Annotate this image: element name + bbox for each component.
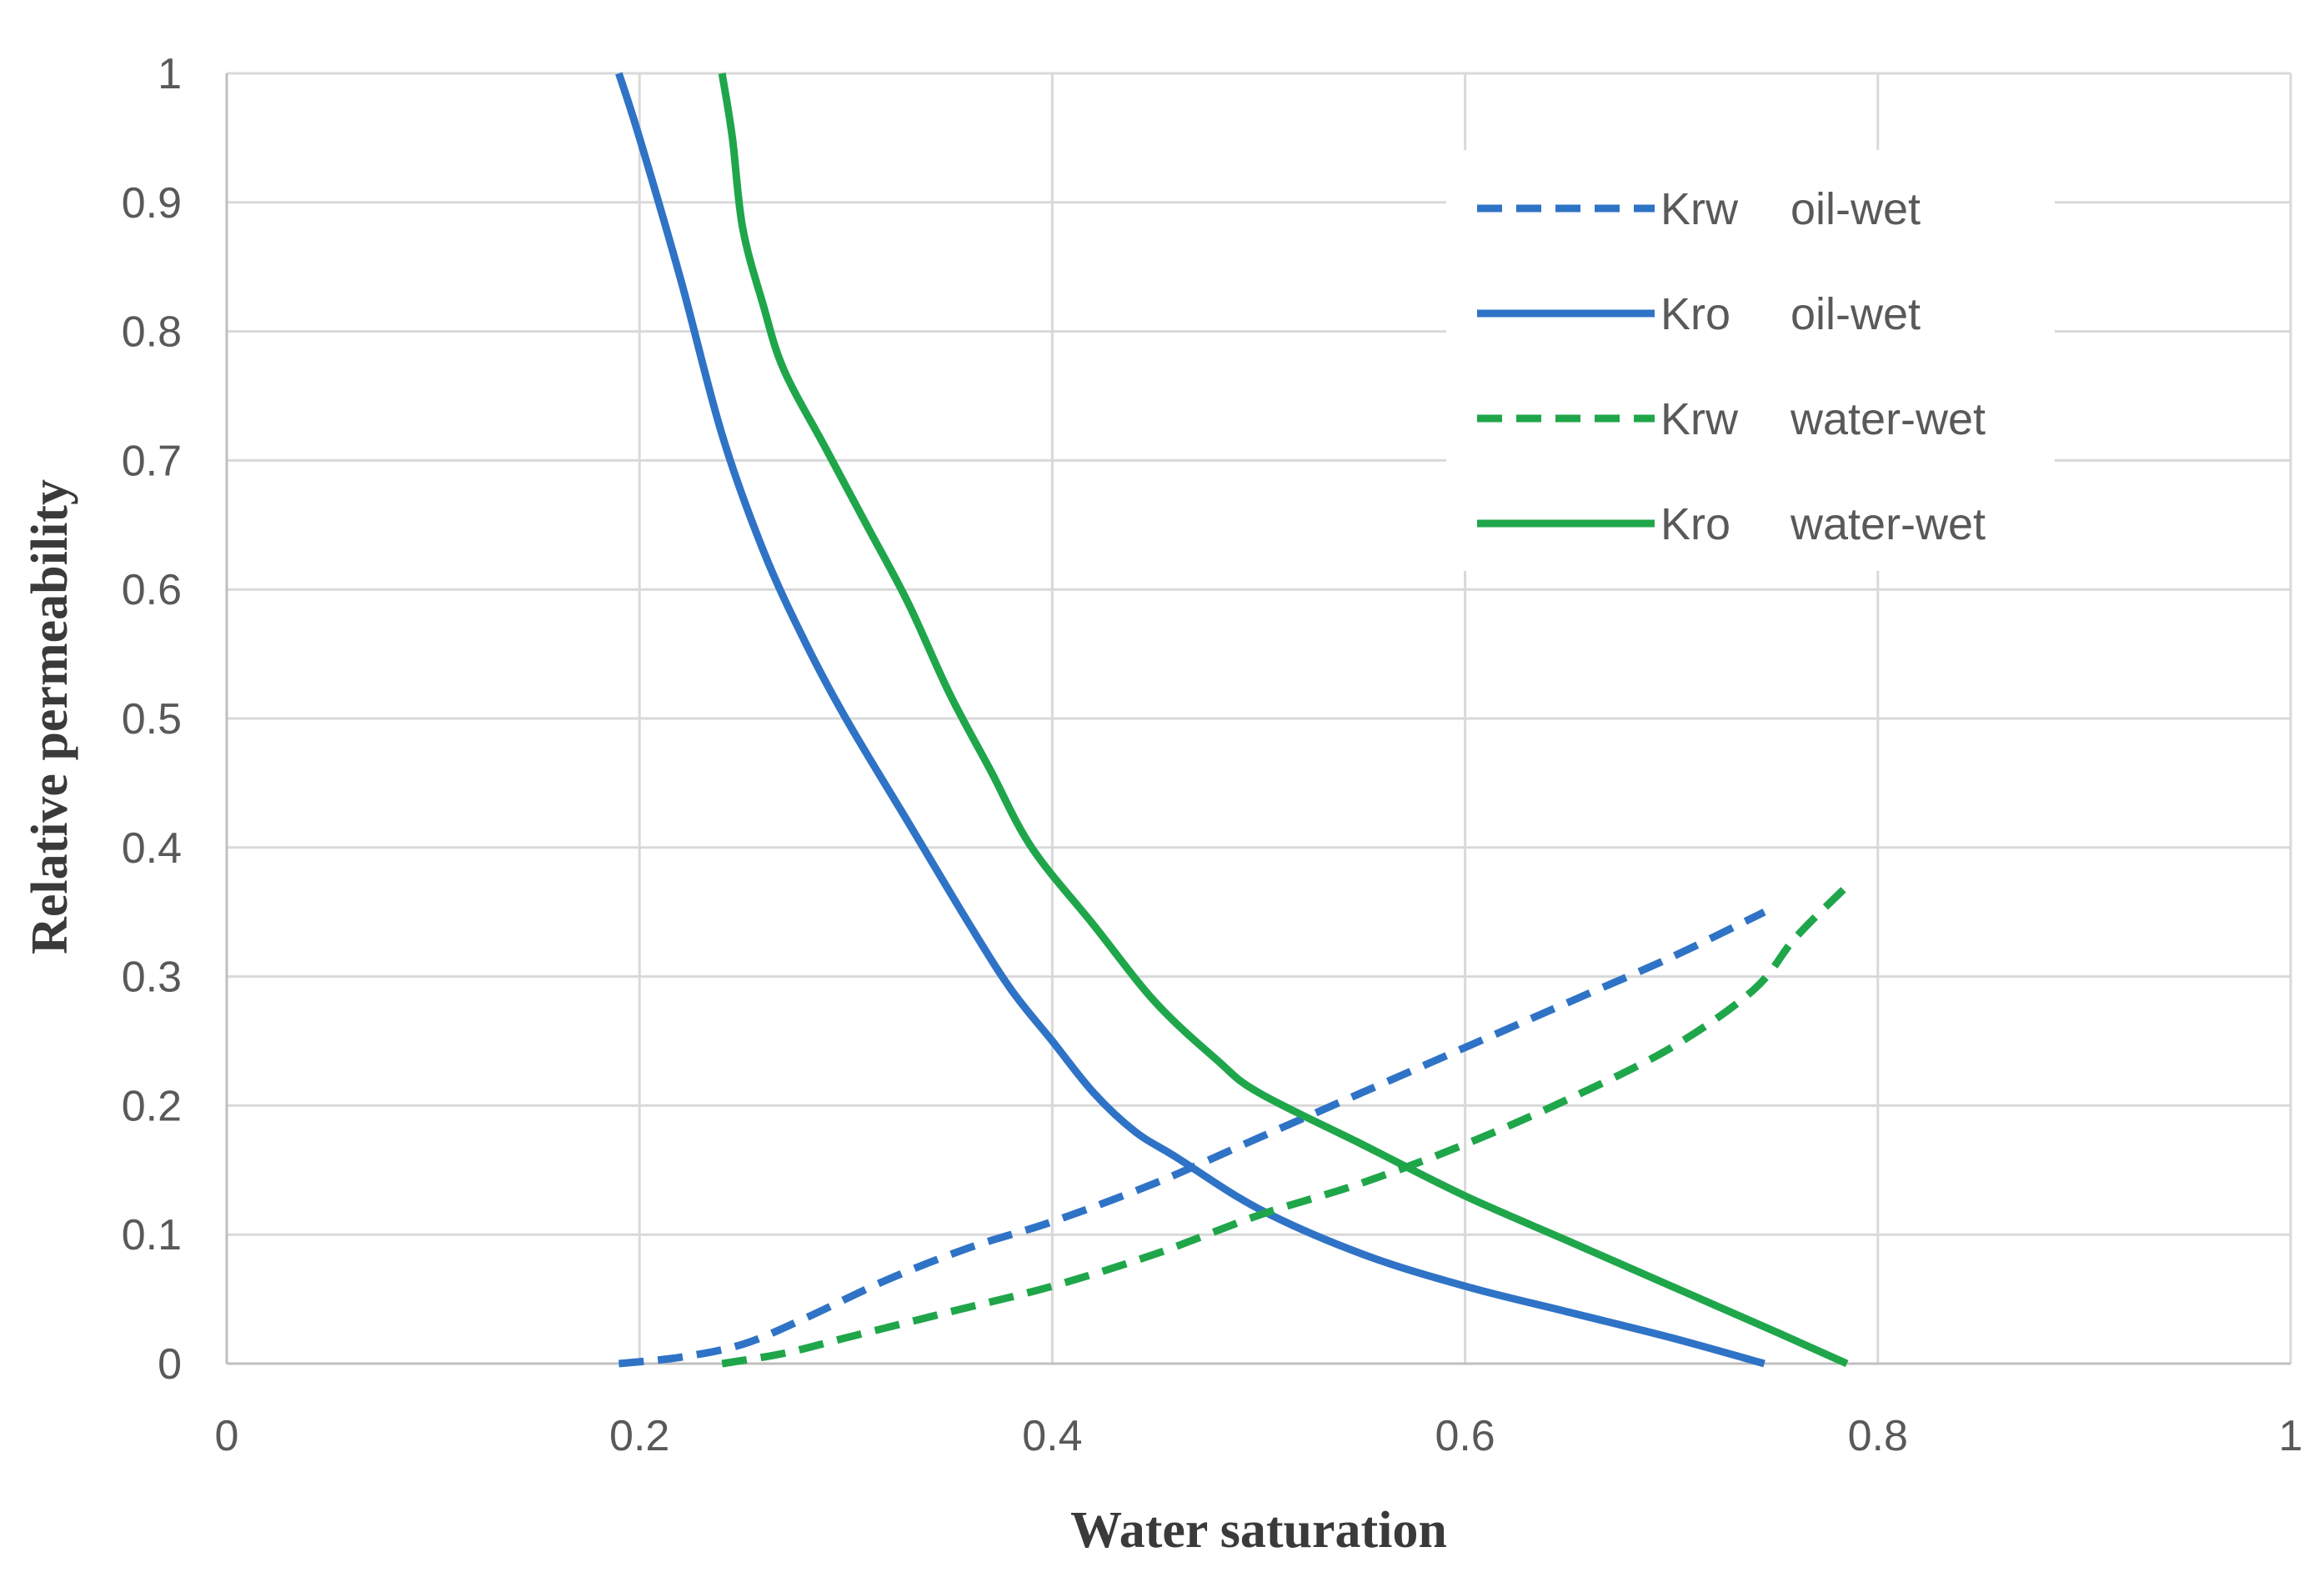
x-tick-label: 0 — [215, 1412, 239, 1460]
legend-wettability: water-wet — [1790, 499, 1986, 549]
legend-series-name: Kro — [1660, 289, 1730, 339]
y-tick-label: 0.4 — [122, 824, 182, 873]
series-kro-water-wet-line — [718, 73, 1849, 1368]
legend-series-name: Krw — [1660, 394, 1739, 444]
legend-wettability: water-wet — [1790, 394, 1986, 444]
legend-item-krw-oil-wet: Krw oil-wet — [1477, 184, 1921, 234]
legend: Krw oil-wet Kro oil-wet Krw water-wet Kro water… — [1446, 150, 2055, 571]
tick-labels: 0 0.1 0.2 0.3 0.4 0.5 0.6 0.7 0.8 0.9 1 0 0.2 0.4 0.6 0… — [122, 50, 2303, 1460]
y-tick-label: 0.2 — [122, 1082, 182, 1130]
y-tick-label: 0.3 — [122, 954, 182, 1002]
x-tick-label: 1 — [2279, 1412, 2303, 1460]
series — [615, 72, 1850, 1368]
legend-item-kro-water-wet: Kro water-wet — [1477, 499, 1986, 549]
x-tick-label: 0.4 — [1022, 1412, 1082, 1460]
y-tick-label: 0.7 — [122, 437, 182, 485]
y-tick-label: 0.8 — [122, 308, 182, 357]
y-tick-label: 0 — [158, 1340, 182, 1389]
y-tick-label: 0.5 — [122, 695, 182, 743]
y-tick-label: 1 — [158, 50, 182, 98]
legend-item-krw-water-wet: Krw water-wet — [1477, 394, 1986, 444]
legend-wettability: oil-wet — [1791, 184, 1921, 234]
x-tick-label: 0.2 — [609, 1412, 669, 1460]
legend-series-name: Krw — [1660, 184, 1739, 234]
x-tick-label: 0.8 — [1848, 1412, 1908, 1460]
legend-wettability: oil-wet — [1791, 289, 1921, 339]
y-tick-label: 0.1 — [122, 1211, 182, 1259]
axes — [225, 73, 2291, 1365]
y-axis-title: Relative permeability — [22, 479, 78, 954]
legend-series-name: Kro — [1660, 499, 1730, 549]
x-axis-title: Water saturation — [1070, 1502, 1447, 1559]
series-krw-oil-wet-line — [618, 909, 1766, 1368]
y-tick-label: 0.9 — [122, 179, 182, 228]
legend-box — [1446, 150, 2055, 571]
legend-item-kro-oil-wet: Kro oil-wet — [1477, 289, 1921, 339]
series-kro-oil-wet-line — [615, 72, 1766, 1368]
x-tick-label: 0.6 — [1435, 1412, 1495, 1460]
y-tick-label: 0.6 — [122, 566, 182, 614]
series-krw-water-wet-line — [721, 884, 1850, 1368]
